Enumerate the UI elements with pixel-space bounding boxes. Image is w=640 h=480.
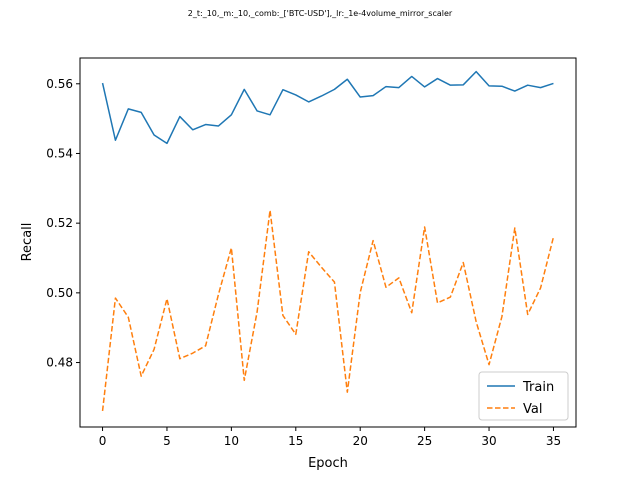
series-line-val — [101, 209, 555, 412]
series-line-train — [101, 70, 554, 145]
y-tick-label: 0.50 — [46, 286, 73, 300]
x-tick-label: 0 — [99, 434, 107, 448]
plot-frame — [79, 57, 577, 428]
y-tick-label: 0.52 — [46, 216, 73, 230]
x-axis-label: Epoch — [308, 456, 348, 471]
chart-title: 2_t:_10,_m:_10,_comb:_['BTC-USD'],_lr:_1… — [188, 9, 453, 18]
legend-label-train: Train — [522, 380, 554, 395]
plot-area — [101, 70, 555, 412]
legend-label-val: Val — [523, 402, 542, 417]
x-tick-label: 30 — [481, 434, 496, 448]
y-tick-label: 0.56 — [46, 77, 73, 91]
x-tick-label: 35 — [546, 434, 561, 448]
x-tick-label: 15 — [288, 434, 303, 448]
y-tick-label: 0.54 — [46, 146, 73, 160]
y-tick-label: 0.48 — [46, 356, 73, 370]
x-tick-label: 10 — [224, 434, 239, 448]
legend-box — [478, 371, 569, 421]
legend: Train Val — [478, 371, 569, 421]
x-tick-label: 20 — [353, 434, 368, 448]
x-tick-label: 25 — [417, 434, 432, 448]
y-axis-label: Recall — [20, 223, 35, 262]
y-axis: 0.48 0.50 0.52 0.54 0.56 — [46, 77, 80, 370]
x-tick-label: 5 — [163, 434, 171, 448]
x-axis: 0 5 10 15 20 25 30 35 — [99, 427, 561, 448]
